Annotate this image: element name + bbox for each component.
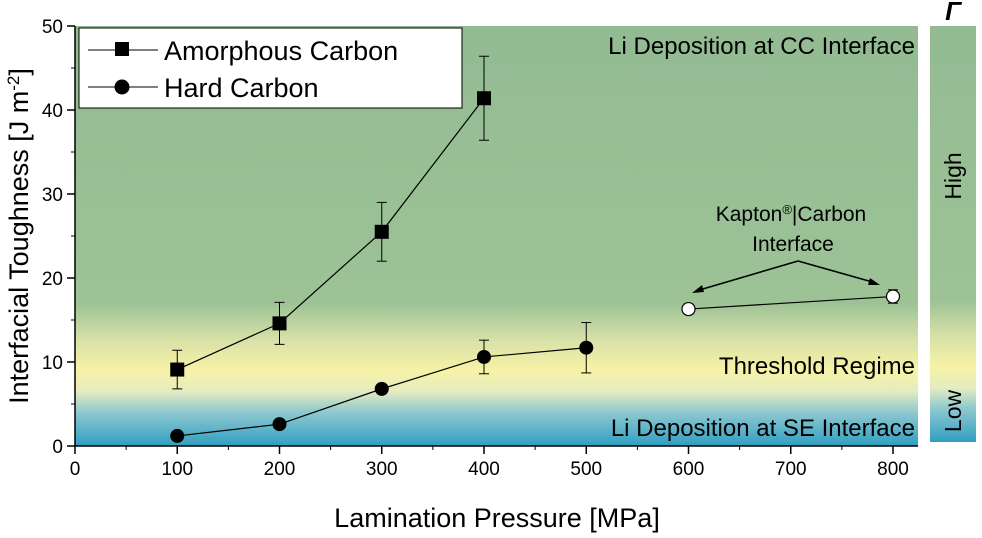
x-tick-label: 500 [570,459,602,480]
legend-box [78,27,463,109]
amorphous-carbon-line [177,97,485,371]
x-axis-title: Lamination Pressure [MPa] [334,503,660,533]
x-tick-label: 400 [468,459,500,480]
series-layer [170,55,901,443]
region-label-middle: Threshold Regime [719,353,915,380]
y-tick-label: 0 [52,437,63,458]
kapton-carbon-point [885,289,901,304]
y-axis-title-main: Interfacial Toughness [J m [4,91,34,404]
annotation-line1: Kapton®|Carbon [716,202,867,227]
legend: Amorphous Carbon Hard Carbon [78,27,463,109]
amorphous-carbon-point [170,362,185,377]
y-tick-label: 10 [42,353,63,374]
annotation-arrowhead-right [868,278,880,285]
annotation-kapton: Kapton [716,203,783,226]
colorbar-low-label: Low [940,390,966,433]
annotation-arrow-left [695,260,799,292]
annotation-registered: ® [782,202,792,217]
kapton-carbon-point [681,301,696,317]
hard-carbon-point [272,417,287,432]
y-axis-title: Interfacial Toughness [J m-2] [4,68,35,404]
annotation-arrowhead-left [692,285,704,293]
hard-carbon-point [579,340,594,355]
legend-label-amorphous: Amorphous Carbon [164,36,398,66]
annotation-carbon: |Carbon [792,203,866,226]
legend-marker-hard [114,79,130,95]
x-tick-label: 600 [673,459,705,480]
annotation-line2: Interface [752,233,834,256]
x-tick-label: 100 [161,459,193,480]
annotation-arrows [692,260,880,293]
colorbar-title: Γ [945,0,962,26]
colorbar [930,26,976,442]
y-tick-label: 50 [42,17,63,38]
x-tick-label: 300 [366,459,398,480]
y-tick-label: 20 [42,269,63,290]
legend-marker-amorphous [115,42,129,56]
hard-carbon-point [170,428,185,443]
y-tick-label: 40 [42,101,63,122]
x-tick-label: 0 [70,459,81,480]
amorphous-carbon-point [374,224,389,239]
hard-carbon-point [374,381,389,396]
x-tick-label: 200 [264,459,296,480]
x-tick-label: 800 [877,459,909,480]
amorphous-carbon-point [272,316,287,331]
legend-label-hard: Hard Carbon [164,73,319,103]
hard-carbon-point [477,349,491,364]
annotation-arrow-right [797,260,877,284]
colorbar-high-label: High [940,152,966,199]
y-tick-label: 30 [42,185,63,206]
y-axis-title-sup: -2 [4,76,23,91]
amorphous-carbon-point [477,91,491,106]
x-tick-label: 700 [775,459,807,480]
kapton-carbon-line [688,295,894,310]
region-label-bottom: Li Deposition at SE Interface [611,415,915,442]
y-axis-title-end: ] [4,68,34,76]
region-label-top: Li Deposition at CC Interface [608,33,915,60]
axis-ticks: 0 100 200 300 400 500 600 700 800 0 10 20 30 40 50 [42,17,909,480]
